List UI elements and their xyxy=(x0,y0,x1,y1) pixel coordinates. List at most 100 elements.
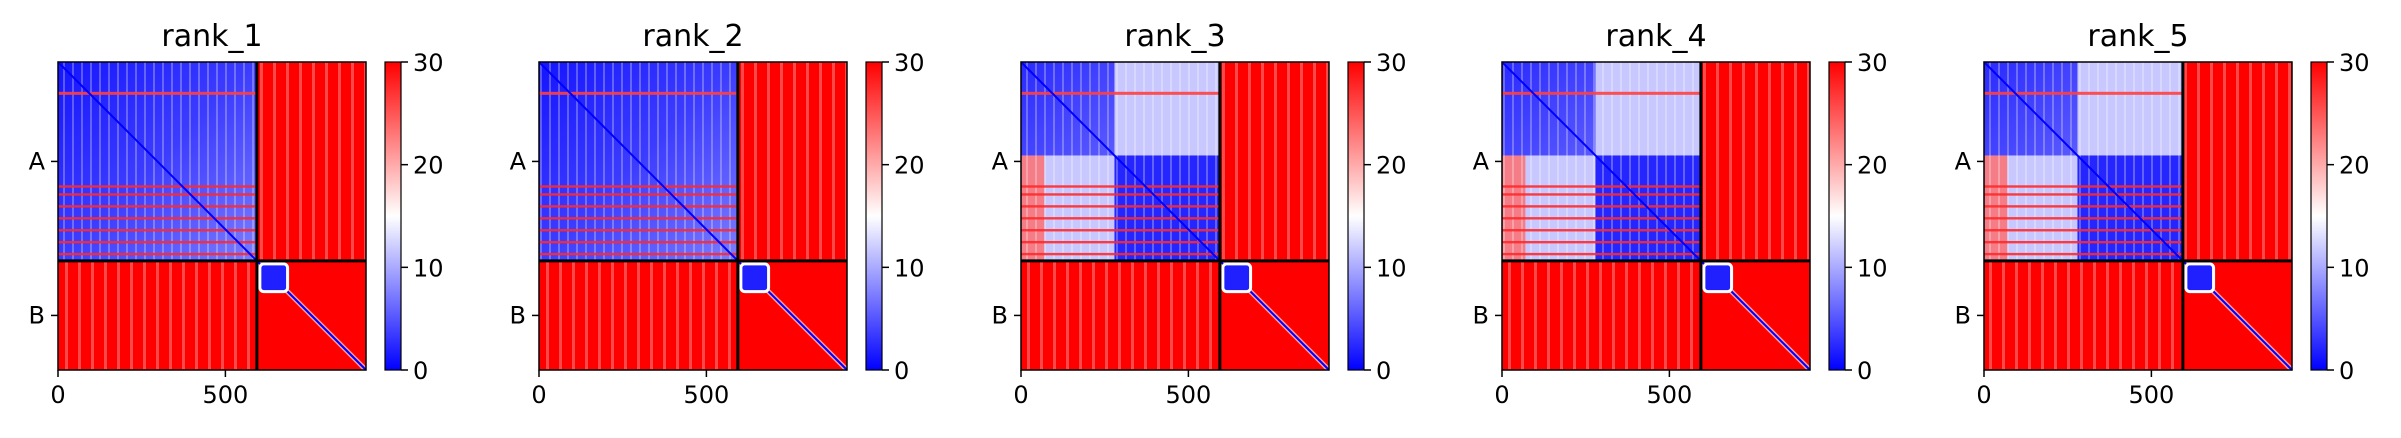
aa-band xyxy=(1021,229,1220,232)
heatmap-panel-1: rank_1 0 500 A B 0 10 20 30 xyxy=(29,19,444,409)
heatmap-panel-2: rank_2 0 500 A B 0 10 20 30 xyxy=(510,19,925,409)
bb-domain-square xyxy=(1221,262,1253,294)
block-ab-texture xyxy=(2182,62,2292,261)
colorbar-tick-label: 20 xyxy=(1376,152,1407,180)
colorbar xyxy=(865,61,883,371)
aa-band xyxy=(1021,185,1220,188)
colorbar xyxy=(1828,61,1846,371)
aa-band xyxy=(539,252,738,256)
colorbar-tick-label: 10 xyxy=(1857,254,1888,282)
panel-title: rank_5 xyxy=(2087,19,2188,54)
block-ba-texture xyxy=(1984,260,2183,370)
y-tick-label: B xyxy=(510,301,526,329)
x-tick-label: 500 xyxy=(683,381,729,409)
heatmap-frame xyxy=(57,61,367,371)
colorbar-tick-label: 0 xyxy=(1376,357,1391,385)
colorbar-tick-label: 10 xyxy=(1376,254,1407,282)
aa-band xyxy=(58,229,257,232)
y-tick-label: B xyxy=(992,301,1008,329)
aa-band xyxy=(1502,252,1701,256)
aa-band xyxy=(58,185,257,188)
panel-title: rank_1 xyxy=(161,19,262,54)
aa-band xyxy=(1984,252,2183,256)
heatmap-frame xyxy=(1983,61,2293,371)
aa-band xyxy=(539,91,738,95)
y-tick-label: A xyxy=(992,147,1009,175)
heatmap-frame xyxy=(538,61,848,371)
aa-band xyxy=(539,217,738,220)
block-ab-texture xyxy=(1219,62,1329,261)
aa-band xyxy=(1502,205,1701,208)
block-ba-texture xyxy=(539,260,738,370)
aa-band xyxy=(58,217,257,220)
colorbar-tick-label: 0 xyxy=(1857,357,1872,385)
x-tick-label: 0 xyxy=(1976,381,1991,409)
block-ba-texture xyxy=(1021,260,1220,370)
y-tick-label: A xyxy=(1955,147,1972,175)
aa-band xyxy=(1021,193,1220,196)
colorbar-tick-label: 30 xyxy=(1376,49,1407,77)
block-ba-texture xyxy=(58,260,257,370)
bb-domain-square xyxy=(1702,262,1734,294)
colorbar xyxy=(2310,61,2328,371)
heatmap-frame xyxy=(1020,61,1330,371)
aa-band xyxy=(1984,229,2183,232)
y-tick-label: A xyxy=(29,147,46,175)
aa-band xyxy=(1502,240,1701,244)
colorbar-tick-label: 20 xyxy=(894,152,925,180)
panel-title: rank_2 xyxy=(642,19,743,54)
aa-band xyxy=(1984,205,2183,208)
bb-domain-square xyxy=(2184,262,2216,294)
aa-band xyxy=(58,205,257,208)
aa-band xyxy=(58,252,257,256)
colorbar xyxy=(1347,61,1365,371)
aa-band xyxy=(1984,240,2183,244)
aa-band xyxy=(539,185,738,188)
block-ab-texture xyxy=(1700,62,1810,261)
colorbar-tick-label: 0 xyxy=(413,357,428,385)
aa-band xyxy=(1984,217,2183,220)
x-tick-label: 500 xyxy=(1646,381,1692,409)
aa-band xyxy=(1021,205,1220,208)
colorbar-tick-label: 0 xyxy=(894,357,909,385)
colorbar-tick-label: 30 xyxy=(2339,49,2370,77)
y-tick-label: B xyxy=(1473,301,1489,329)
bb-domain-square xyxy=(258,262,290,294)
colorbar-tick-label: 10 xyxy=(2339,254,2370,282)
aa-band xyxy=(1021,252,1220,256)
heatmap-panel-4: rank_4 0 500 A B 0 10 20 30 xyxy=(1473,19,1888,409)
aa-band xyxy=(58,240,257,244)
colorbar-tick-label: 30 xyxy=(413,49,444,77)
bb-domain-square xyxy=(739,262,771,294)
block-ab-texture xyxy=(256,62,366,261)
aa-band xyxy=(1984,91,2183,95)
aa-band xyxy=(1021,240,1220,244)
colorbar-tick-label: 10 xyxy=(894,254,925,282)
x-tick-label: 0 xyxy=(1494,381,1509,409)
aa-band xyxy=(58,193,257,196)
block-ab-texture xyxy=(737,62,847,261)
heatmap-panel-5: rank_5 0 500 A B 0 10 20 30 xyxy=(1955,19,2370,409)
x-tick-label: 500 xyxy=(1165,381,1211,409)
x-tick-label: 500 xyxy=(2128,381,2174,409)
y-tick-label: A xyxy=(1473,147,1490,175)
heatmap-frame xyxy=(1501,61,1811,371)
colorbar-tick-label: 30 xyxy=(1857,49,1888,77)
aa-band xyxy=(1502,193,1701,196)
aa-band xyxy=(539,193,738,196)
colorbar-tick-label: 30 xyxy=(894,49,925,77)
aa-band xyxy=(1021,91,1220,95)
colorbar-tick-label: 10 xyxy=(413,254,444,282)
colorbar-tick-label: 20 xyxy=(2339,152,2370,180)
colorbar xyxy=(384,61,402,371)
panel-title: rank_3 xyxy=(1124,19,1225,54)
y-tick-label: B xyxy=(1955,301,1971,329)
heatmap-panel-3: rank_3 0 500 A B 0 10 20 30 xyxy=(992,19,1407,409)
aa-band xyxy=(1502,229,1701,232)
block-ba-texture xyxy=(1502,260,1701,370)
colorbar-tick-label: 0 xyxy=(2339,357,2354,385)
y-tick-label: B xyxy=(29,301,45,329)
aa-band xyxy=(1502,91,1701,95)
aa-band xyxy=(1984,185,2183,188)
